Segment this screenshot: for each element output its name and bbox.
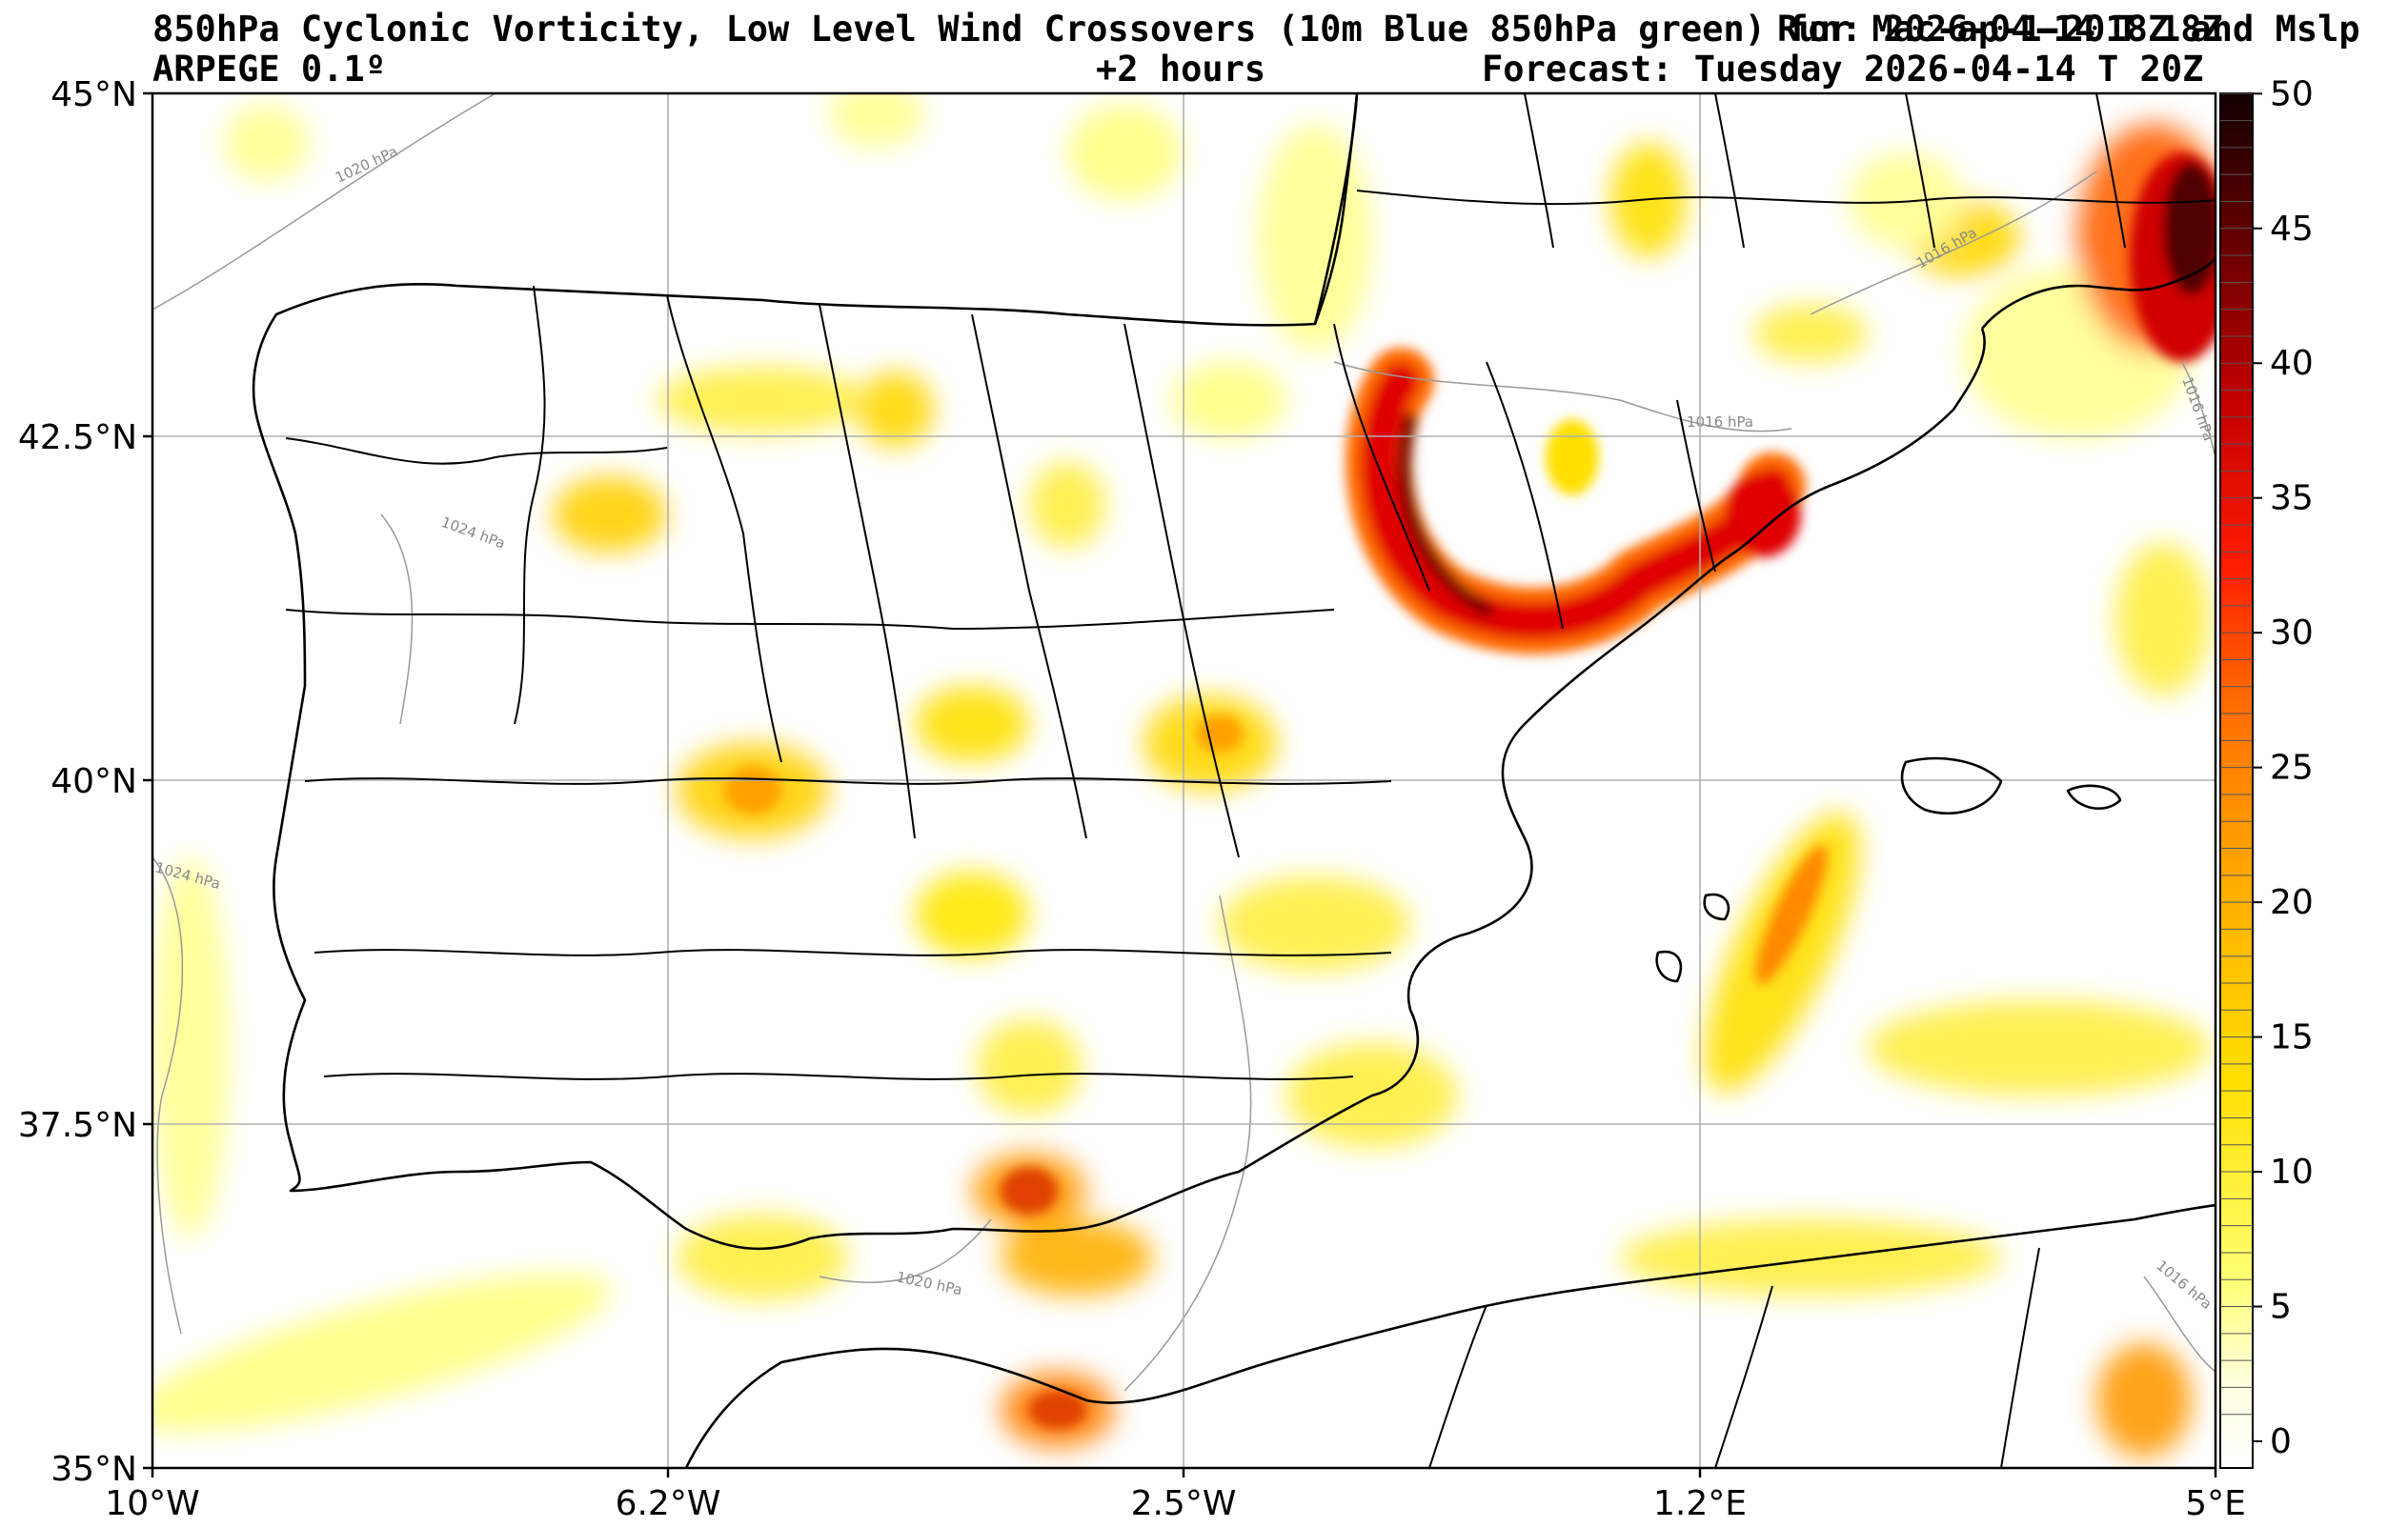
lat-tick-label: 40°N: [51, 762, 137, 801]
colorbar-tick-label: 30: [2270, 613, 2314, 653]
lat-tick-label: 35°N: [51, 1450, 137, 1489]
forecast-time-label: Forecast: Tuesday 2026-04-14 T 20Z: [1482, 49, 2204, 90]
lon-tick-label: 10°W: [105, 1484, 199, 1523]
colorbar-tick-label: 5: [2270, 1288, 2292, 1327]
vorticity-field: [152, 93, 2216, 1458]
model-label: ARPEGE 0.1º: [152, 49, 387, 90]
isobars: [152, 93, 2216, 1392]
lon-tick-label: 1.2°E: [1653, 1484, 1747, 1523]
lon-tick-label: 5°E: [2185, 1484, 2246, 1523]
colorbar-tick-label: 45: [2270, 210, 2314, 249]
map-area: 1020 hPa 1024 hPa 1024 hPa 1020 hPa 1016…: [152, 93, 2216, 1468]
colorbar-tick-label: 0: [2270, 1422, 2292, 1461]
lon-tick-label: 6.2°W: [616, 1484, 721, 1523]
lat-tick-label: 37.5°N: [18, 1106, 137, 1145]
colorbar-tick-label: 10: [2270, 1153, 2314, 1192]
lon-tick-label: 2.5°W: [1131, 1484, 1237, 1523]
colorbar-tick-label: 40: [2270, 344, 2314, 383]
lat-tick-label: 45°N: [51, 75, 137, 114]
lat-tick-label: 42.5°N: [18, 418, 137, 457]
colorbar-tick-label: 35: [2270, 479, 2314, 518]
colorbar-tick-label: 25: [2270, 749, 2314, 788]
isobar-label: 1016 hPa: [1687, 413, 1753, 431]
lead-time-label: +2 hours: [1096, 49, 1266, 90]
colorbar-tick-label: 15: [2270, 1018, 2314, 1057]
colorbar-tick-label: 50: [2270, 74, 2314, 113]
colorbar: 0 5 10 15 20 25 30 35 40 45 50: [2219, 74, 2314, 1469]
run-time-label: Run: 2026-04-14 T 18Z: [1777, 9, 2223, 50]
coastlines: [252, 93, 2216, 1468]
colorbar-tick-label: 20: [2270, 883, 2314, 922]
admin-boundaries: [285, 93, 2216, 1468]
map-title: 850hPa Cyclonic Vorticity, Low Level Win…: [152, 9, 2360, 50]
